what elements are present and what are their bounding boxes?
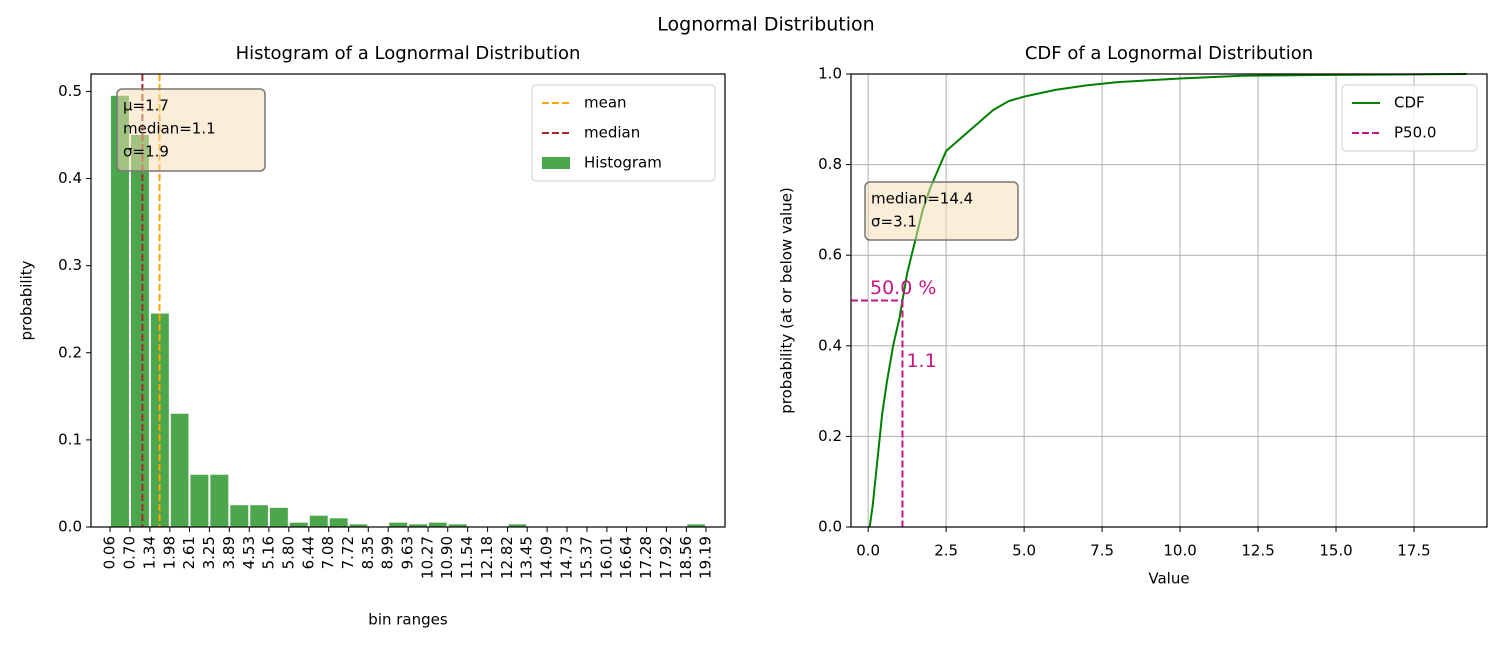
legend-label: Histogram [584,154,662,172]
x-tick-label: 12.82 [498,536,516,579]
x-tick-label: 14.09 [538,536,556,579]
y-tick-label: 0.0 [818,518,842,536]
x-tick-label: 7.72 [339,536,357,569]
x-tick-label: 12.18 [478,536,496,579]
bar [289,522,308,527]
bar [349,524,368,527]
x-tick-label: 8.99 [379,536,397,569]
x-tick-label: 0.70 [120,536,138,569]
y-axis-label: probability [18,260,36,340]
y-tick-label: 0.3 [58,256,82,274]
y-tick-label: 0.0 [58,518,82,536]
x-tick-label: 0.0 [856,542,880,560]
bar [329,518,348,527]
bar [130,134,149,527]
x-tick-label: 5.80 [279,536,297,569]
bar [250,505,268,527]
x-tick-label: 1.34 [140,536,158,569]
bar [309,515,328,527]
x-tick-label: 2.5 [934,542,958,560]
x-tick-label: 7.5 [1090,542,1114,560]
legend-label: P50.0 [1394,124,1436,142]
y-tick-label: 0.1 [58,430,82,448]
x-tick-label: 10.90 [438,536,456,579]
legend-label: mean [584,94,627,112]
legend-label: median [584,124,640,142]
figure-title: Lognormal Distribution [657,14,874,36]
axes-title: Histogram of a Lognormal Distribution [236,43,581,64]
bar [429,522,447,527]
annotation-text: μ=1.7 [123,97,169,115]
bar [508,524,527,527]
legend-box [1341,84,1478,152]
x-tick-label: 15.37 [577,536,595,579]
x-tick-label: 4.53 [240,536,258,569]
x-tick-label: 3.25 [200,536,218,569]
cdf-line [868,73,1467,528]
y-tick-label: 0.2 [818,427,842,445]
annotation-text: median=1.1 [123,120,216,138]
bar [409,524,428,527]
y-tick-label: 0.2 [58,343,82,361]
p50-x-label: 1.1 [906,350,936,372]
bar [230,505,249,527]
y-tick-label: 0.6 [818,246,842,264]
x-tick-label: 17.28 [637,536,655,579]
bar [210,474,229,527]
annotation-text: σ=1.9 [123,143,169,161]
x-tick-label: 19.19 [696,536,714,579]
bar [389,522,408,527]
bar [190,474,209,527]
bar [111,95,129,528]
bar [448,524,467,527]
x-tick-label: 16.01 [597,536,615,579]
x-tick-label: 8.35 [359,536,377,569]
x-tick-label: 9.63 [399,536,417,569]
x-tick-label: 17.92 [657,536,675,579]
y-tick-label: 0.4 [818,336,842,354]
y-tick-label: 0.4 [58,169,82,187]
axes-title: CDF of a Lognormal Distribution [1025,43,1313,64]
x-tick-label: 2.61 [180,536,198,569]
x-tick-label: 11.54 [458,536,476,579]
x-tick-label: 14.73 [558,536,576,579]
bar [170,413,189,527]
annotation-text: median=14.4 [871,190,973,208]
axes-frame [850,73,1488,528]
x-tick-label: 7.08 [319,536,337,569]
legend-label: CDF [1394,94,1425,112]
x-tick-label: 12.5 [1241,542,1274,560]
p50-y-label: 50.0 % [870,277,936,299]
x-tick-label: 1.98 [160,536,178,569]
y-tick-label: 1.0 [818,65,842,83]
annotation-text: σ=3.1 [871,213,917,231]
x-tick-label: 10.27 [419,536,437,579]
x-tick-label: 10.0 [1163,542,1196,560]
y-axis-label: probability (at or below value) [778,187,796,414]
annotation-box [116,88,266,172]
bar [269,507,288,527]
x-tick-label: 6.44 [299,536,317,569]
annotation-box [864,181,1019,241]
x-axis-label: Value [1148,570,1189,588]
x-tick-label: 13.45 [518,536,536,579]
x-tick-label: 0.06 [101,536,119,569]
x-tick-label: 17.5 [1397,542,1430,560]
x-tick-label: 16.64 [617,536,635,579]
y-tick-label: 0.5 [58,82,82,100]
x-tick-label: 3.89 [220,536,238,569]
x-axis-label: bin ranges [368,611,448,629]
x-tick-label: 18.56 [677,536,695,579]
bar [687,524,706,527]
x-tick-label: 15.0 [1319,542,1352,560]
x-tick-label: 5.16 [259,536,277,569]
y-tick-label: 0.8 [818,155,842,173]
legend-swatch [542,157,570,169]
x-tick-label: 5.0 [1012,542,1036,560]
legend-box [531,84,716,182]
